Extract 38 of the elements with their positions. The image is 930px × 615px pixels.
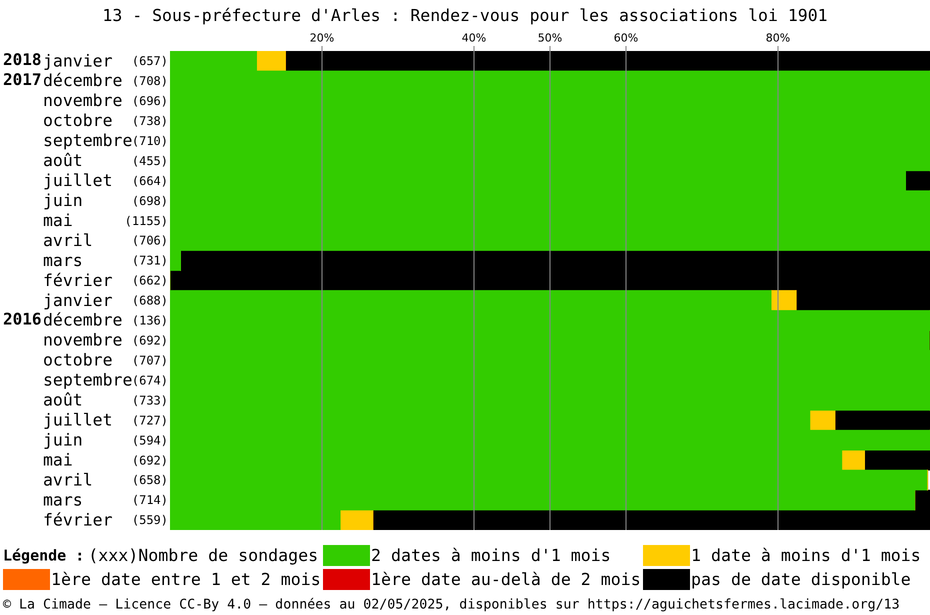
category-label: mai (1155)	[43, 210, 168, 230]
category-label: juin (594)	[43, 430, 168, 450]
legend-label: 2 dates à moins d'1 mois	[371, 546, 611, 565]
y-tick-label: 2016décembre (136)	[3, 310, 168, 330]
category-label: juin (698)	[43, 190, 168, 210]
legend-label: 1 date à moins d'1 mois	[691, 546, 921, 565]
y-tick-label: novembre (696)	[43, 91, 168, 110]
legend-label: 1ère date entre 1 et 2 mois	[51, 570, 321, 589]
category-label: mai (692)	[43, 450, 168, 470]
y-tick-label: février (559)	[43, 510, 168, 530]
chart-title: 13 - Sous-préfecture d'Arles : Rendez-vous pour les associations loi 1901	[102, 6, 828, 26]
y-tick-label: novembre (692)	[43, 330, 168, 350]
y-tick-label: février (662)	[43, 270, 168, 290]
y-tick-label: septembre(674)	[43, 370, 168, 390]
legend-label: pas de date disponible	[691, 570, 911, 589]
x-tick-label: 20%	[310, 31, 334, 44]
y-tick-label: 2018janvier (657)	[3, 50, 168, 70]
category-label: avril (658)	[43, 470, 168, 490]
y-tick-label: juillet (664)	[43, 171, 168, 190]
category-label: avril (706)	[43, 230, 168, 250]
category-label: mars (731)	[43, 250, 168, 270]
x-tick-label: 50%	[538, 31, 562, 44]
y-tick-label: janvier (688)	[43, 290, 168, 310]
y-tick-label: septembre(710)	[43, 131, 168, 150]
category-label: mars (714)	[43, 490, 168, 510]
x-tick-label: 40%	[462, 31, 486, 44]
y-tick-label: 2017décembre (708)	[3, 70, 168, 90]
category-label: août (733)	[43, 390, 168, 410]
y-tick-label: octobre (707)	[43, 350, 168, 370]
x-tick-label: 80%	[766, 31, 790, 44]
legend-title: Légende :	[3, 546, 84, 564]
text: (xxx)Nombre de sondages	[88, 546, 318, 565]
y-tick-label: juillet (727)	[43, 410, 168, 430]
text: © La Cimade — Licence CC-By 4.0 — données au 02/05/2025, disponibles sur https://aguichetsfermes.lacimade.org/13	[3, 597, 900, 612]
legend-label: 1ère date au-delà de 2 mois	[371, 570, 641, 589]
y-tick-label: octobre (738)	[43, 111, 168, 130]
category-label: août (455)	[43, 151, 168, 170]
x-tick-label: 60%	[614, 31, 638, 44]
